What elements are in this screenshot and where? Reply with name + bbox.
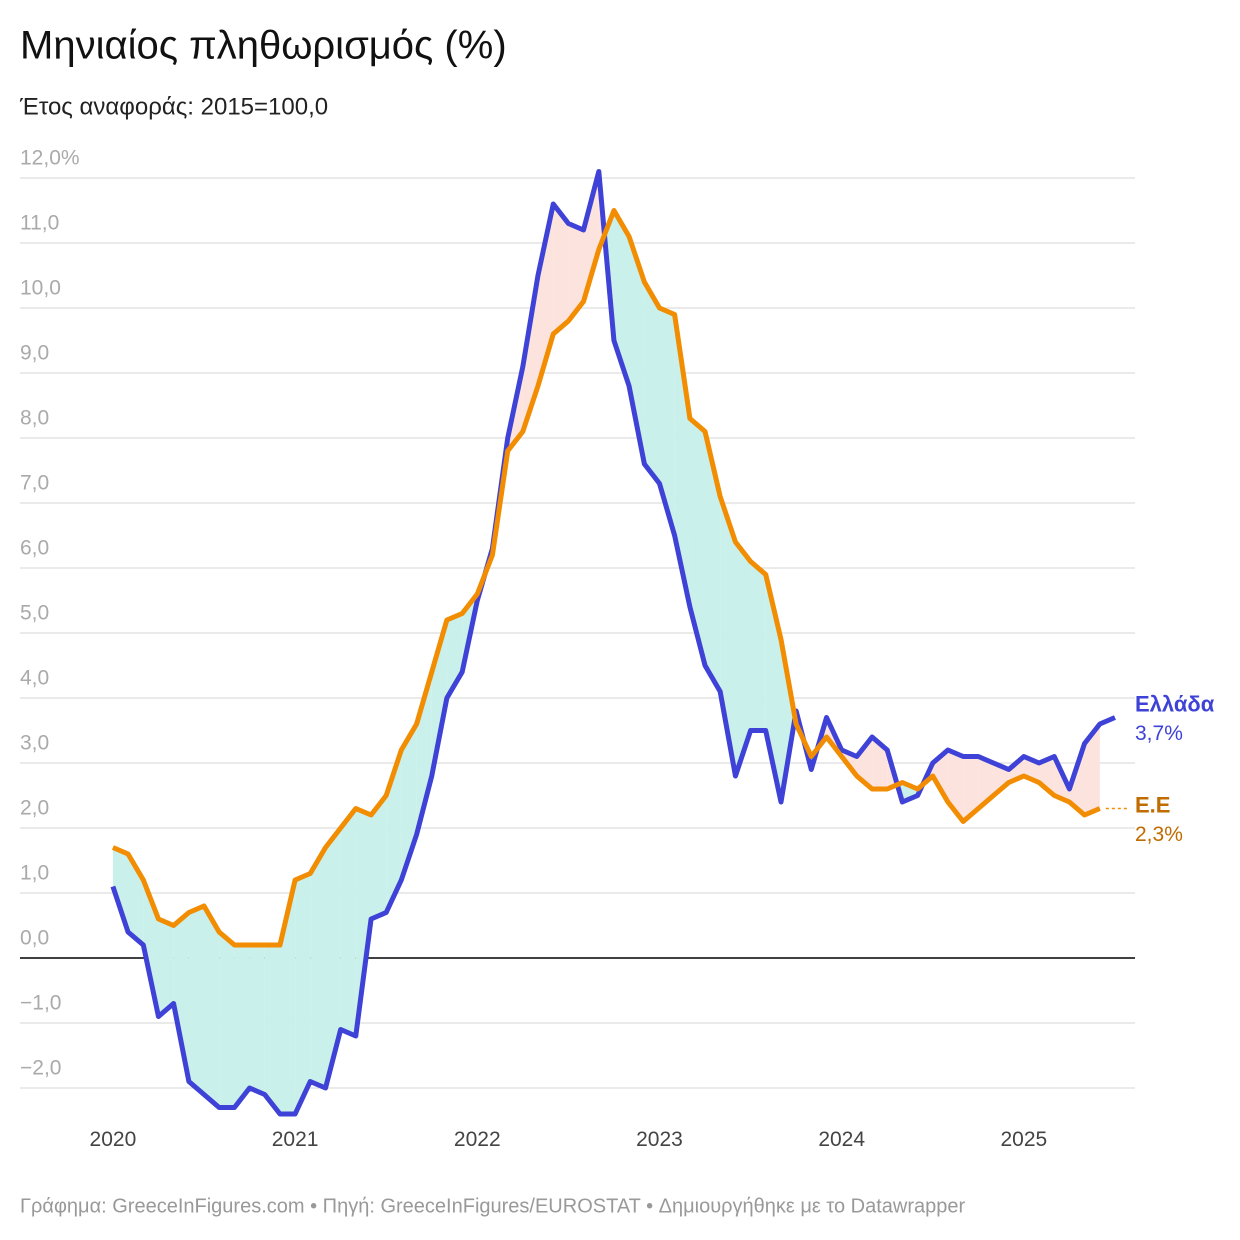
gap-area: [1038, 756, 1055, 796]
gap-area: [264, 945, 280, 1114]
x-tick-label: 2025: [1001, 1128, 1048, 1151]
gap-area: [781, 639, 796, 802]
gap-area: [234, 945, 250, 1108]
gap-area: [629, 236, 645, 464]
gap-area: [1084, 724, 1100, 815]
y-tick-label: 8,0: [20, 407, 49, 430]
gap-area: [204, 906, 220, 1108]
x-tick-label: 2023: [636, 1128, 683, 1151]
gap-area: [325, 828, 341, 1088]
x-tick-label: 2021: [272, 1128, 319, 1151]
gap-area: [613, 210, 630, 386]
gap-area: [112, 847, 129, 932]
x-tick-label: 2024: [818, 1128, 865, 1151]
gap-area: [659, 308, 675, 536]
source: Γράφημα: GreeceInFigures.com • Πηγή: Gre…: [20, 1195, 966, 1217]
y-tick-label: 12,0%: [20, 147, 80, 170]
gap-area: [355, 808, 372, 1036]
y-tick-label: 9,0: [20, 342, 49, 365]
gap-area: [583, 171, 599, 302]
y-tick-label: 5,0: [20, 602, 49, 625]
gap-area: [340, 808, 356, 1036]
gap-area: [644, 282, 660, 484]
gap-area: [219, 932, 235, 1108]
y-tick-label: 0,0: [20, 927, 49, 950]
y-tick-label: 1,0: [20, 862, 49, 885]
gap-area: [158, 919, 174, 1017]
y-tick-label: 4,0: [20, 667, 49, 690]
gap-area: [553, 204, 569, 334]
gap-area: [249, 945, 265, 1095]
gap-area: [371, 795, 387, 919]
gap-area: [310, 847, 326, 1088]
gap-area: [689, 418, 706, 666]
gap-area: [993, 763, 1009, 796]
y-tick-label: 10,0: [20, 277, 61, 300]
series-label: Ελλάδα: [1135, 691, 1215, 716]
x-tick-label: 2022: [454, 1128, 501, 1151]
y-tick-label: −1,0: [20, 992, 61, 1015]
gap-area: [735, 542, 751, 776]
chart-title: Μηνιαίος πληθωρισμός (%): [20, 24, 507, 68]
gap-area: [750, 561, 766, 731]
y-tick-label: 6,0: [20, 537, 49, 560]
gap-area: [295, 873, 311, 1114]
gap-area: [674, 314, 690, 607]
line: [111, 208, 1101, 948]
series-label: Ε.Ε: [1135, 792, 1170, 817]
y-tick-label: 3,0: [20, 732, 49, 755]
y-tick-label: 7,0: [20, 472, 49, 495]
y-tick-label: 11,0: [20, 212, 59, 235]
gap-area: [188, 906, 205, 1095]
y-tick-label: 2,0: [20, 797, 49, 820]
line: [110, 169, 1116, 1117]
chart-subtitle: Έτος αναφοράς: 2015=100,0: [19, 93, 328, 120]
gap-area: [705, 431, 721, 692]
x-tick-label: 2020: [90, 1128, 137, 1151]
gap-area: [963, 756, 979, 822]
gap-area: [568, 223, 584, 321]
gap-area: [173, 912, 189, 1082]
gap-area: [431, 620, 447, 776]
value-label: 3,7%: [1135, 722, 1183, 745]
y-tick-label: −2,0: [20, 1057, 61, 1080]
value-label: 2,3%: [1135, 823, 1183, 846]
